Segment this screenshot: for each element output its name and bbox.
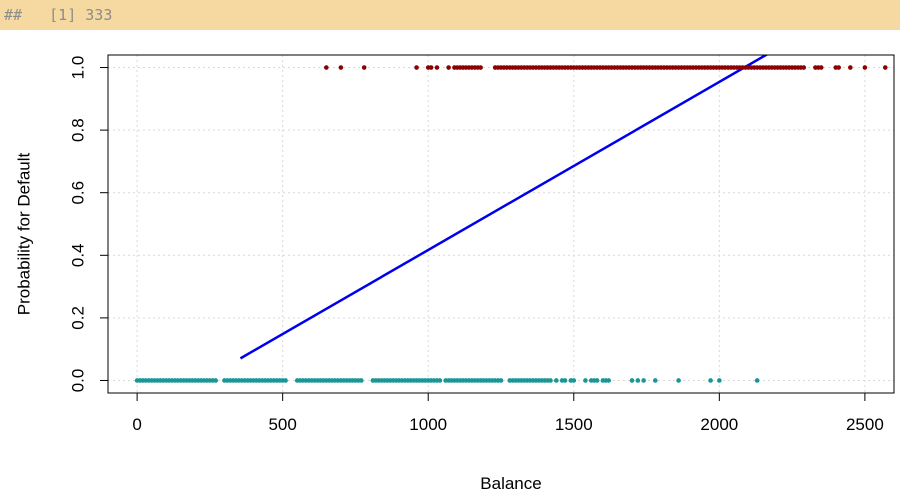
x-axis-label: Balance bbox=[480, 474, 541, 493]
default-point bbox=[361, 65, 367, 70]
default-point bbox=[478, 65, 483, 70]
no-default-point bbox=[676, 378, 681, 383]
default-point bbox=[862, 65, 868, 70]
default-point bbox=[882, 65, 888, 70]
default-point bbox=[801, 65, 807, 70]
no-default-point bbox=[554, 378, 559, 383]
y-tick-label: 0.6 bbox=[69, 181, 88, 205]
no-default-point bbox=[283, 378, 288, 383]
y-tick-label: 0.4 bbox=[69, 243, 88, 267]
no-default-point bbox=[629, 378, 635, 383]
no-default-point bbox=[213, 378, 219, 383]
default-point bbox=[338, 65, 344, 70]
grid-lines bbox=[108, 55, 894, 393]
no-default-point bbox=[498, 378, 504, 383]
x-tick-label: 1000 bbox=[409, 415, 447, 434]
plot-frame bbox=[107, 54, 895, 394]
scatter-plot: 0 500 1000 1500 2000 2500 0.00.20.40.60.81.0 … bbox=[15, 54, 895, 493]
x-tick-label: 1500 bbox=[555, 415, 593, 434]
no-default-point bbox=[708, 378, 713, 383]
no-default-point bbox=[594, 378, 600, 383]
y-axis: 0.0 0.2 0.4 0.6 0.8 1.0 bbox=[69, 56, 108, 393]
y-tick-label: 0.0 bbox=[69, 369, 88, 393]
x-tick-label: 500 bbox=[268, 415, 296, 434]
no-default-point bbox=[358, 378, 364, 383]
no-default-point bbox=[548, 378, 553, 383]
no-default-point bbox=[717, 378, 722, 383]
no-default-point bbox=[571, 378, 577, 383]
default-point bbox=[446, 65, 451, 70]
default-point bbox=[848, 65, 853, 70]
x-tick-label: 0 bbox=[132, 415, 141, 434]
no-default-point bbox=[562, 378, 568, 383]
x-axis: 0 500 1000 1500 2000 2500 bbox=[132, 393, 884, 434]
console-output: ## [1] 333 bbox=[0, 0, 900, 30]
data-points bbox=[134, 65, 888, 383]
no-default-point bbox=[652, 378, 658, 383]
default-point bbox=[324, 65, 329, 70]
default-point bbox=[414, 65, 419, 70]
regression-line bbox=[239, 55, 769, 360]
no-default-point bbox=[437, 378, 443, 383]
console-prompt: ## bbox=[4, 6, 23, 24]
no-default-point bbox=[635, 378, 641, 383]
no-default-point bbox=[583, 378, 588, 383]
y-tick-label: 1.0 bbox=[69, 56, 88, 80]
y-tick-label: 0.2 bbox=[69, 306, 88, 330]
default-point bbox=[434, 65, 440, 70]
default-point bbox=[836, 65, 841, 70]
x-tick-label: 2500 bbox=[846, 415, 884, 434]
no-default-point bbox=[606, 378, 612, 383]
y-axis-label: Probability for Default bbox=[15, 152, 34, 315]
no-default-point bbox=[641, 378, 646, 383]
fit-line-group bbox=[239, 55, 769, 360]
default-point bbox=[818, 65, 824, 70]
console-value: [1] 333 bbox=[49, 6, 113, 24]
x-tick-label: 2000 bbox=[700, 415, 738, 434]
no-default-point bbox=[754, 378, 760, 383]
default-point bbox=[428, 65, 434, 70]
y-tick-label: 0.8 bbox=[69, 118, 88, 142]
